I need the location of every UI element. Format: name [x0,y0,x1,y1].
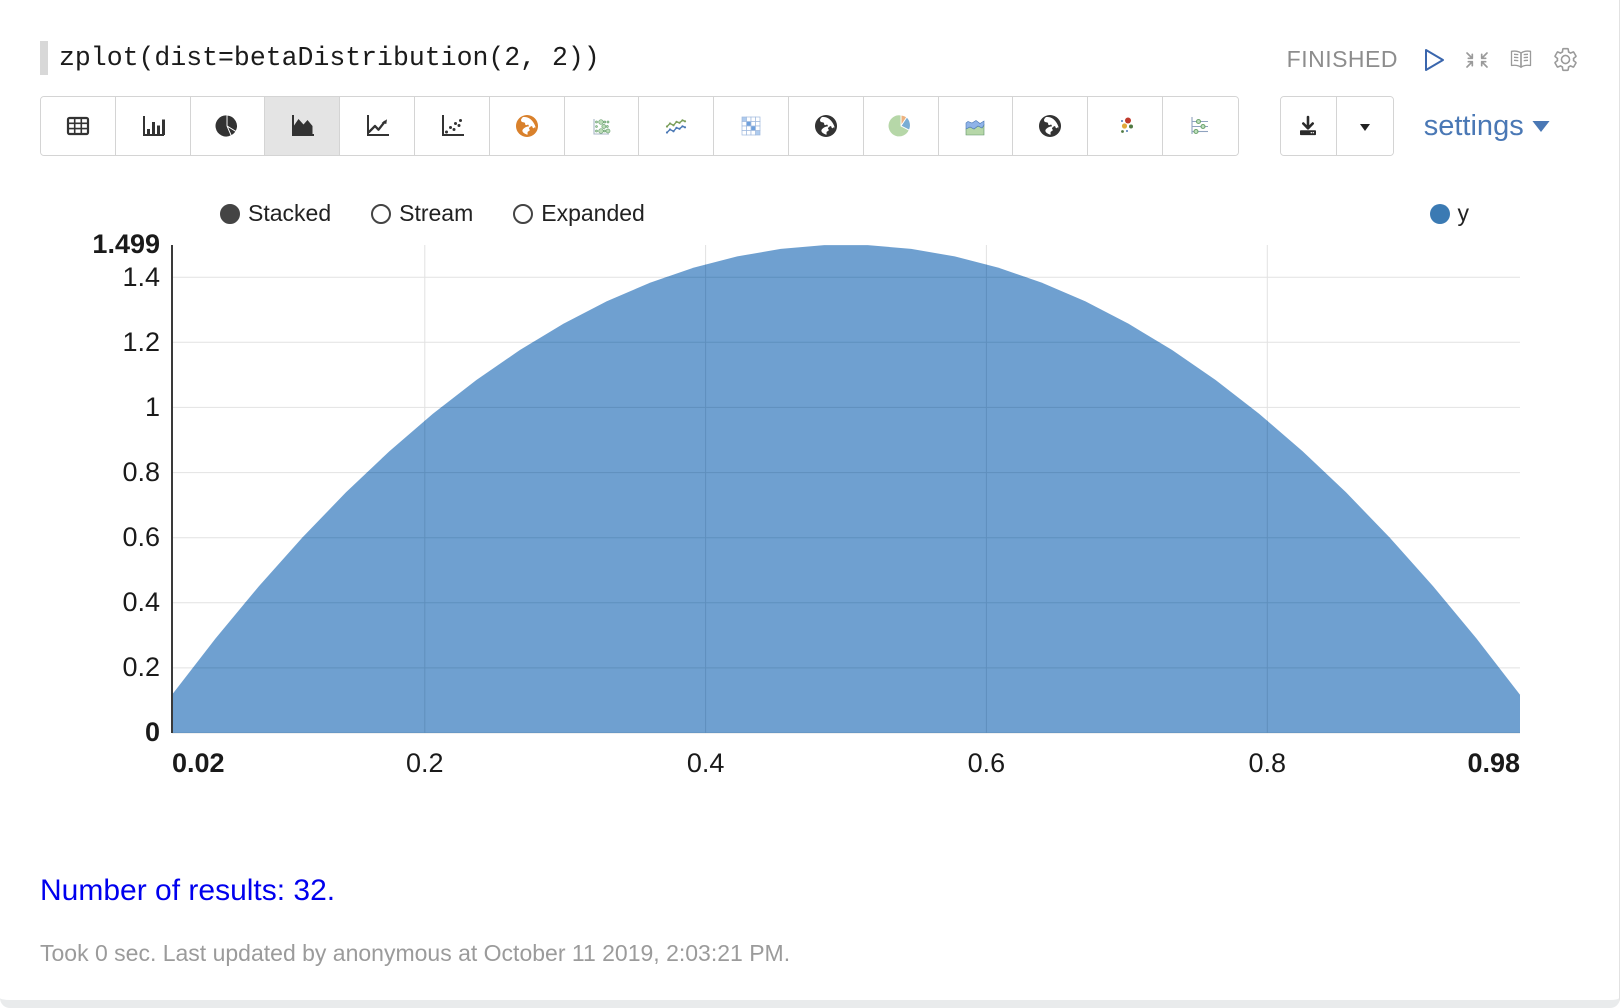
svg-text:0.02: 0.02 [172,748,225,778]
svg-text:0.4: 0.4 [687,748,725,778]
svg-text:0: 0 [145,717,160,747]
svg-text:1.4: 1.4 [122,262,160,292]
svg-text:0.4: 0.4 [122,587,160,617]
svg-text:0.6: 0.6 [968,748,1006,778]
svg-text:0.6: 0.6 [122,522,160,552]
svg-text:0.98: 0.98 [1467,748,1520,778]
svg-text:1.499: 1.499 [92,229,160,259]
svg-text:0.8: 0.8 [1249,748,1287,778]
svg-text:0.2: 0.2 [122,652,160,682]
svg-text:0.8: 0.8 [122,457,160,487]
svg-text:1.2: 1.2 [122,327,160,357]
svg-text:1: 1 [145,392,160,422]
svg-text:0.2: 0.2 [406,748,444,778]
